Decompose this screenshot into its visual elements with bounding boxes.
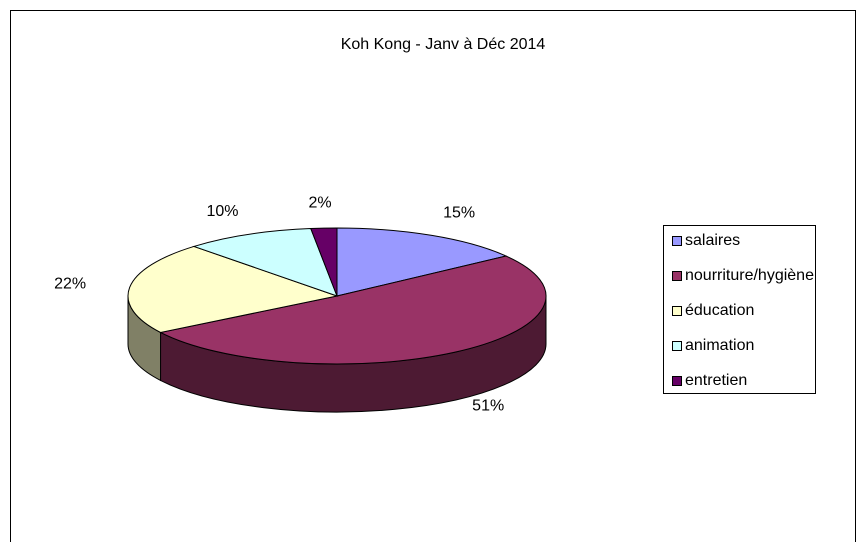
- data-label: 10%: [206, 203, 238, 220]
- chart-frame: [10, 10, 856, 542]
- slice: [159, 255, 547, 365]
- data-label: 22%: [54, 276, 86, 293]
- legend-swatch: [672, 271, 682, 281]
- legend-label: salaires: [685, 232, 740, 249]
- slice: [192, 228, 338, 297]
- legend-swatch: [672, 341, 682, 351]
- chart-title: Koh Kong - Janv à Déc 2014: [341, 36, 546, 53]
- legend-label: entretien: [685, 372, 747, 389]
- legend-box: [663, 225, 816, 394]
- legend-swatch: [672, 376, 682, 386]
- legend-label: animation: [685, 337, 754, 354]
- data-label: 2%: [309, 194, 332, 211]
- legend-label: nourriture/hygiène: [685, 267, 814, 284]
- slice: [310, 227, 338, 297]
- legend-swatch: [672, 236, 682, 246]
- slice: [336, 227, 508, 297]
- slice: [127, 245, 339, 333]
- legend-label: éducation: [685, 302, 754, 319]
- data-label: 15%: [443, 204, 475, 221]
- data-label: 51%: [472, 398, 504, 415]
- legend-swatch: [672, 306, 682, 316]
